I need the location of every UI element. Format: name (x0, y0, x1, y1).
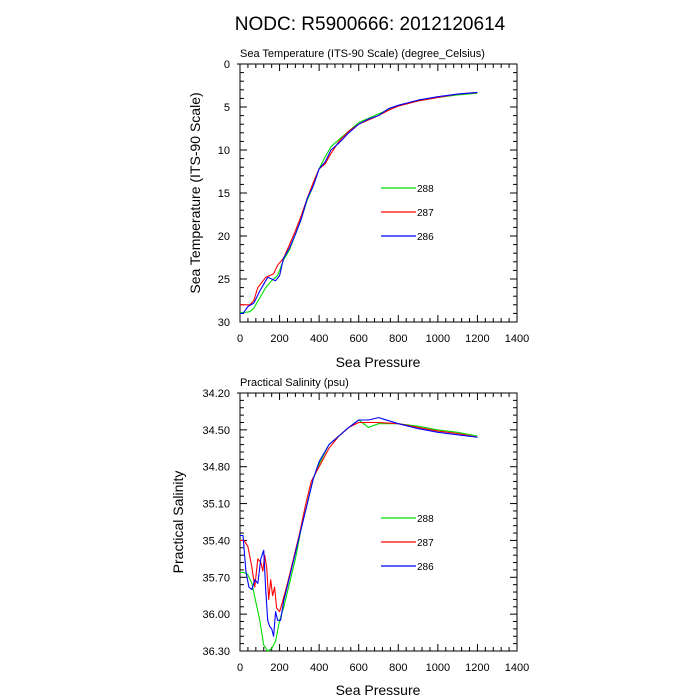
salinity-legend-label-288: 288 (417, 514, 434, 525)
temperature-series-288-line (240, 92, 478, 314)
temperature-y-tick-label: 30 (218, 317, 230, 329)
salinity-y-tick-label: 35.40 (202, 535, 230, 547)
temperature-x-tick-labels: 0 200 400 600 800 1000 1200 1400 (237, 333, 529, 345)
salinity-panel: Practical Salinity (psu) 0 200 400 600 800 10… (170, 377, 529, 698)
salinity-panel-title: Practical Salinity (psu) (240, 377, 349, 389)
temperature-y-tick-labels: 0 5 10 15 20 25 30 (218, 59, 230, 329)
salinity-y-tick-labels: 34.20 34.50 34.80 35.10 35.40 35.70 36.00 36.30 (202, 388, 230, 658)
salinity-x-tick-label: 1000 (426, 662, 450, 674)
temperature-x-tick-label: 800 (389, 333, 407, 345)
salinity-ticks (237, 392, 518, 652)
temperature-x-tick-label: 1000 (426, 333, 450, 345)
temperature-series-286-line (240, 91, 478, 314)
temperature-x-tick-label: 0 (237, 333, 243, 345)
salinity-x-tick-labels: 0 200 400 600 800 1000 1200 1400 (237, 662, 529, 674)
temperature-x-tick-label: 1400 (505, 333, 529, 345)
temperature-series-lines (240, 91, 478, 314)
temperature-ticks (237, 63, 518, 323)
temperature-panel-title: Sea Temperature (ITS-90 Scale) (degree_C… (240, 48, 485, 60)
salinity-x-tick-label: 1200 (465, 662, 489, 674)
salinity-x-tick-label: 0 (237, 662, 243, 674)
salinity-x-axis-title: Sea Pressure (336, 682, 421, 698)
salinity-y-tick-label: 35.10 (202, 499, 230, 511)
salinity-series-287-line (240, 421, 478, 613)
temperature-legend: 288 287 286 (381, 184, 434, 243)
salinity-x-tick-label: 1400 (505, 662, 529, 674)
salinity-y-tick-label: 34.80 (202, 462, 230, 474)
temperature-y-tick-label: 10 (218, 145, 230, 157)
temperature-legend-label-286: 286 (417, 232, 434, 243)
salinity-x-tick-label: 400 (310, 662, 328, 674)
salinity-legend: 288 287 286 (381, 514, 434, 573)
temperature-y-tick-label: 5 (224, 102, 230, 114)
salinity-x-tick-label: 800 (389, 662, 407, 674)
salinity-series-lines (240, 417, 478, 652)
temperature-y-axis-title: Sea Temperature (ITS-90 Scale) (187, 92, 203, 293)
salinity-y-tick-label: 35.70 (202, 572, 230, 584)
salinity-series-286-line (240, 417, 478, 637)
temperature-x-tick-label: 600 (350, 333, 368, 345)
temperature-y-tick-label: 15 (218, 188, 230, 200)
temperature-plot-frame (239, 63, 518, 323)
salinity-legend-label-287: 287 (417, 538, 434, 549)
temperature-series-287-line (240, 91, 478, 306)
temperature-x-tick-label: 1200 (465, 333, 489, 345)
salinity-y-tick-label: 36.00 (202, 609, 230, 621)
salinity-plot-frame (239, 392, 518, 652)
temperature-x-axis-title: Sea Pressure (336, 354, 421, 370)
salinity-x-tick-label: 200 (270, 662, 288, 674)
salinity-legend-label-286: 286 (417, 562, 434, 573)
salinity-y-tick-label: 34.20 (202, 388, 230, 400)
temperature-y-tick-label: 20 (218, 231, 230, 243)
temperature-y-tick-label: 0 (224, 59, 230, 71)
salinity-y-axis-title: Practical Salinity (170, 471, 186, 574)
salinity-x-tick-label: 600 (350, 662, 368, 674)
salinity-y-tick-label: 36.30 (202, 646, 230, 658)
temperature-x-tick-label: 400 (310, 333, 328, 345)
main-title: NODC: R5900666: 2012120614 (235, 14, 506, 35)
temperature-x-tick-label: 200 (270, 333, 288, 345)
temperature-legend-label-288: 288 (417, 184, 434, 195)
temperature-legend-label-287: 287 (417, 208, 434, 219)
temperature-panel: Sea Temperature (ITS-90 Scale) (degree_C… (187, 48, 529, 370)
temperature-y-tick-label: 25 (218, 274, 230, 286)
salinity-y-tick-label: 34.50 (202, 425, 230, 437)
